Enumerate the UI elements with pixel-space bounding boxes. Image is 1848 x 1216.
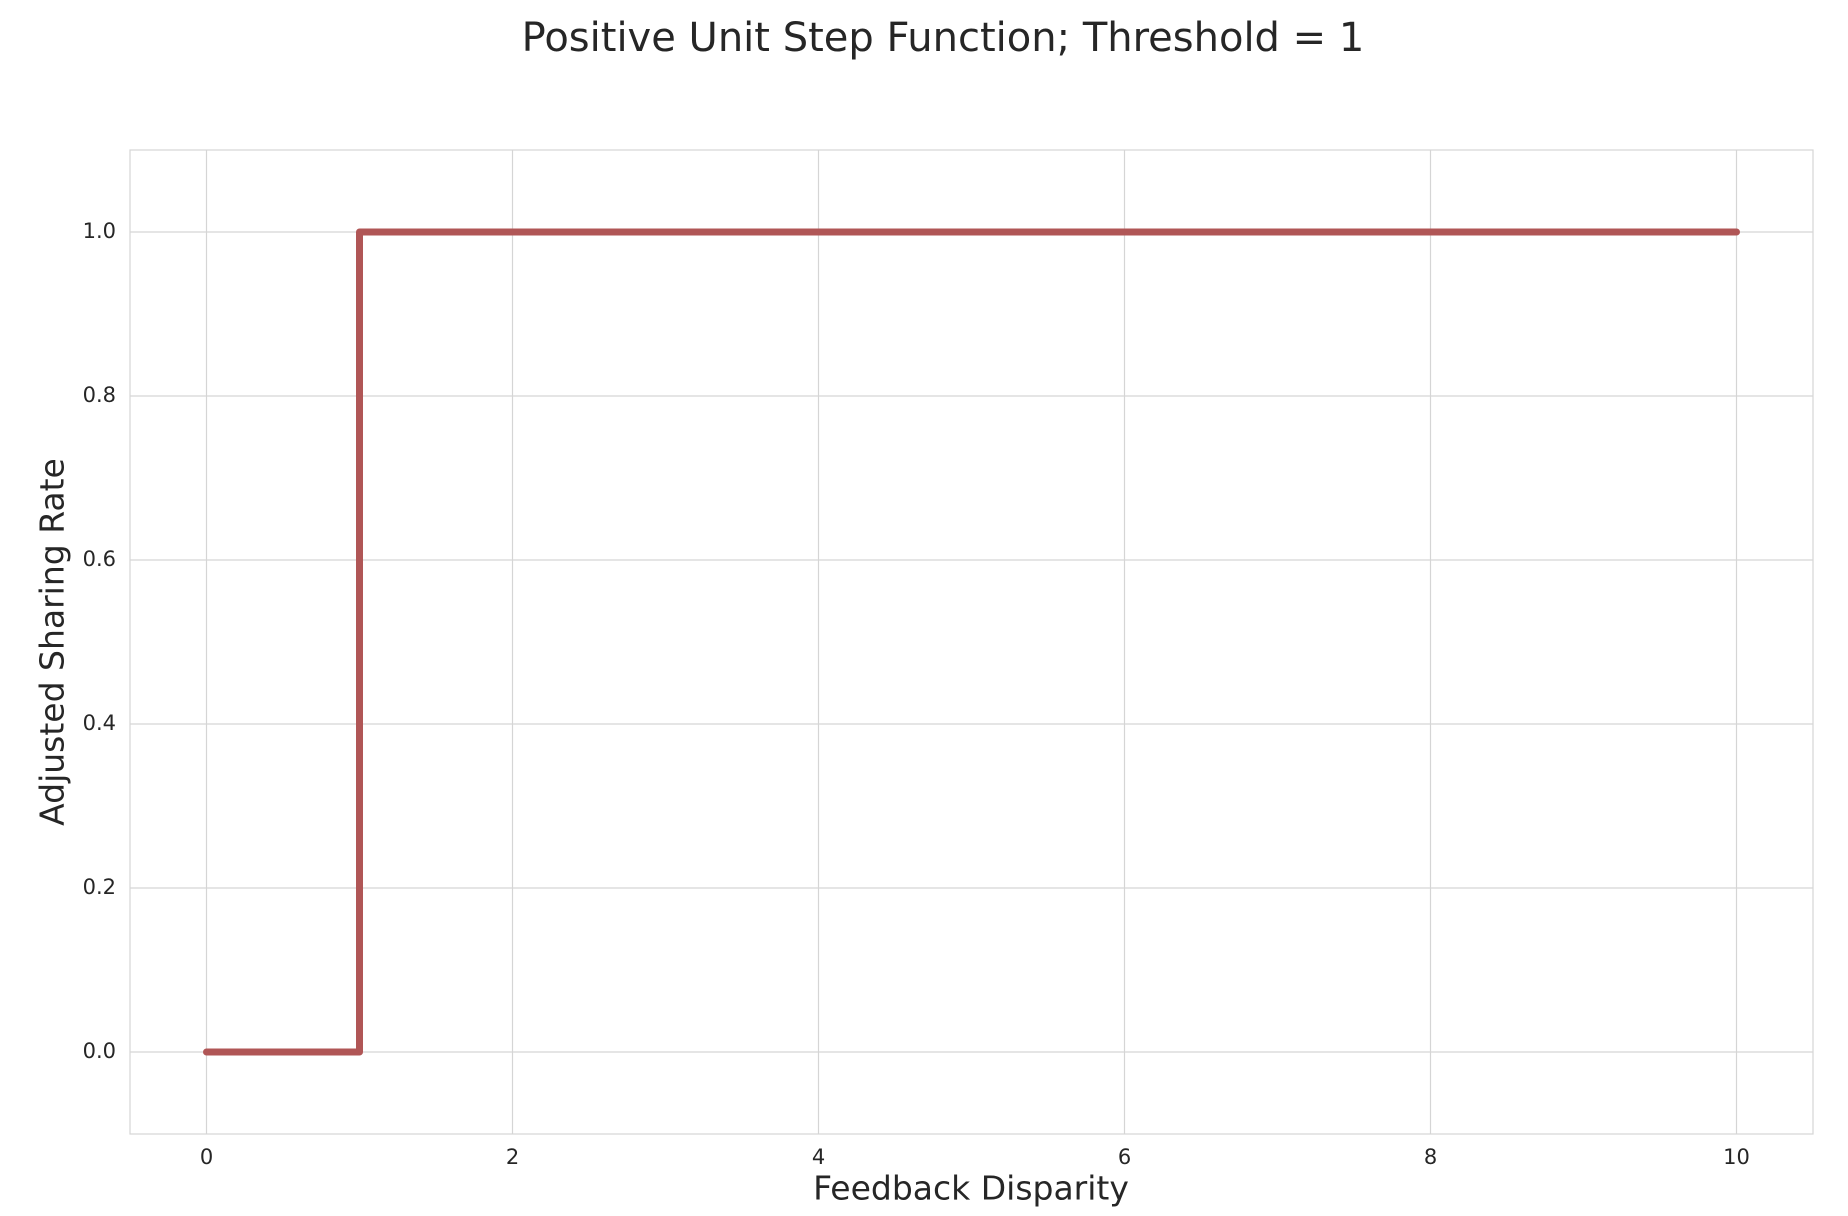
x-tick-label: 8	[1424, 1145, 1437, 1169]
x-tick-label: 2	[506, 1145, 519, 1169]
x-tick-label: 10	[1723, 1145, 1750, 1169]
x-tick-label: 0	[200, 1145, 213, 1169]
x-axis-label: Feedback Disparity	[813, 1169, 1129, 1208]
y-tick-label: 1.0	[83, 219, 116, 243]
y-axis-label: Adjusted Sharing Rate	[33, 458, 72, 826]
y-tick-label: 0.6	[83, 547, 116, 571]
x-tick-label: 4	[812, 1145, 825, 1169]
y-tick-label: 0.0	[83, 1039, 116, 1063]
step-line	[203, 228, 1740, 1056]
chart-title: Positive Unit Step Function; Threshold =…	[522, 15, 1365, 61]
plot-frame	[129, 149, 1814, 1135]
x-tick-label: 6	[1118, 1145, 1131, 1169]
y-tick-label: 0.2	[83, 875, 116, 899]
y-tick-label: 0.4	[83, 711, 116, 735]
y-tick-label: 0.8	[83, 383, 116, 407]
